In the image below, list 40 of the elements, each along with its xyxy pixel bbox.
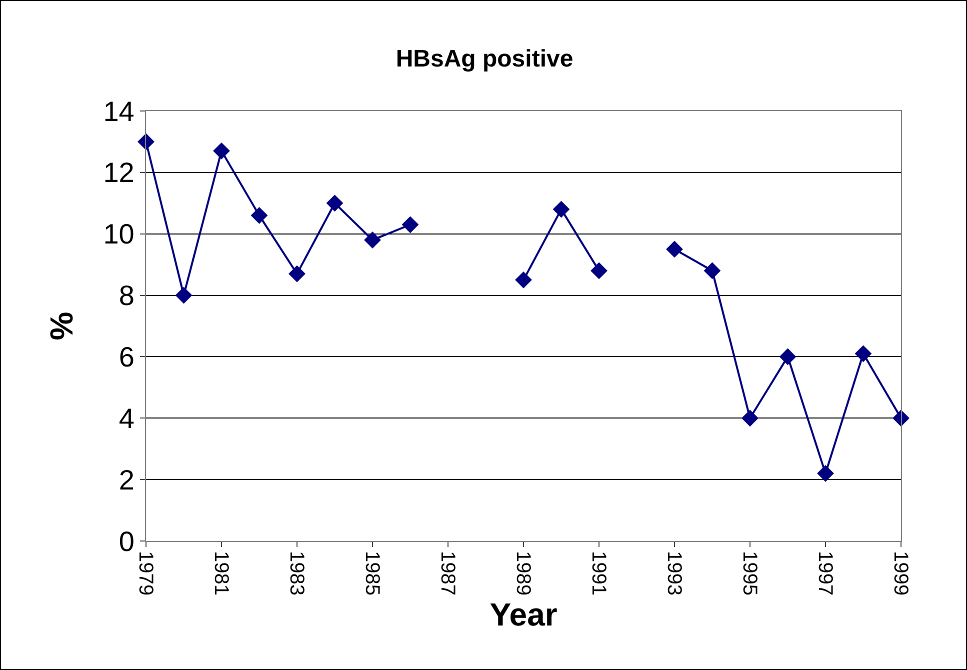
x-tick-label: 1987 xyxy=(436,551,458,596)
point xyxy=(704,262,721,280)
x-tick-label: 1985 xyxy=(361,551,383,596)
x-tick-label: 1999 xyxy=(890,551,912,596)
y-tick-label: 0 xyxy=(118,526,134,557)
x-tick-label: 1997 xyxy=(814,551,836,596)
point xyxy=(892,410,910,427)
point xyxy=(288,265,306,282)
point xyxy=(590,262,608,280)
point xyxy=(364,232,381,248)
x-tick-label: 1989 xyxy=(512,551,534,596)
x-tick-label: 1979 xyxy=(134,551,156,596)
point xyxy=(326,194,344,212)
point xyxy=(138,133,154,150)
point xyxy=(175,286,192,304)
y-tick-label: 12 xyxy=(103,157,134,188)
x-tick-label: 1993 xyxy=(663,551,685,596)
point xyxy=(817,464,834,482)
point xyxy=(666,240,683,258)
y-tick-label: 10 xyxy=(103,218,134,250)
y-tick-label: 4 xyxy=(118,402,134,434)
point xyxy=(779,348,796,366)
x-tick-label: 1991 xyxy=(588,551,610,596)
y-tick-label: 8 xyxy=(118,280,134,312)
point xyxy=(250,206,268,224)
point xyxy=(402,216,419,234)
point xyxy=(213,142,230,160)
point xyxy=(854,345,872,362)
point xyxy=(552,200,570,218)
y-tick-label: 14 xyxy=(103,96,134,127)
x-tick-label: 1995 xyxy=(738,551,760,596)
point xyxy=(742,410,758,427)
x-tick-label: 1981 xyxy=(210,551,232,596)
y-tick-label: 6 xyxy=(118,342,134,373)
point xyxy=(515,271,532,288)
y-tick-label: 2 xyxy=(118,464,134,496)
x-tick-label: 1983 xyxy=(286,551,308,596)
x-axis-title: Year xyxy=(490,596,558,632)
chart-title: HBsAg positive xyxy=(396,45,574,72)
y-axis-title: % xyxy=(44,312,80,340)
